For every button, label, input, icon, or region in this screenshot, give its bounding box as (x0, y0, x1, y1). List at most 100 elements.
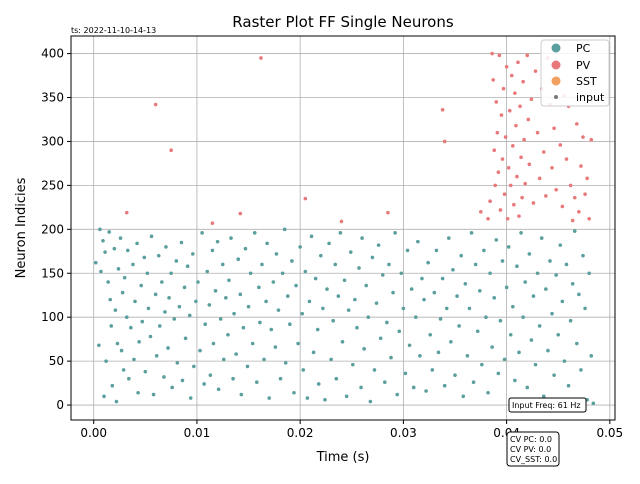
pc-spike-point (397, 329, 402, 334)
pv-spike-point (303, 196, 308, 201)
pc-spike-point (436, 350, 441, 355)
pc-spike-point (403, 371, 408, 376)
pc-spike-point (97, 343, 101, 348)
pc-spike-point (307, 299, 312, 304)
x-tick-label: 0.00 (80, 426, 107, 440)
pc-spike-point (422, 297, 426, 302)
pc-spike-point (418, 354, 422, 358)
pc-spike-point (153, 292, 158, 297)
pc-spike-point (378, 336, 383, 341)
pc-spike-point (331, 318, 335, 323)
pc-spike-point (351, 362, 355, 367)
pc-spike-point (336, 294, 341, 298)
pc-spike-point (506, 245, 511, 249)
pv-spike-point (509, 73, 514, 78)
pv-spike-point (525, 53, 530, 58)
pc-spike-point (211, 341, 216, 346)
input-freq-text: Input Freq: 61 Hz (512, 401, 581, 410)
legend-pc-marker (551, 43, 561, 53)
pc-spike-point (560, 299, 565, 304)
pc-spike-point (570, 281, 575, 286)
input-freq-annotation: Input Freq: 61 Hz (508, 397, 587, 413)
pc-spike-point (568, 318, 573, 323)
pv-spike-point (498, 208, 503, 212)
pc-spike-point (99, 269, 103, 274)
pc-spike-point (389, 355, 393, 360)
pc-spike-point (232, 311, 236, 316)
pc-spike-point (248, 271, 253, 276)
pc-spike-point (447, 236, 451, 240)
pc-spike-point (194, 299, 198, 304)
legend-box (540, 39, 610, 107)
pc-spike-point (255, 380, 259, 385)
pc-spike-point (401, 306, 406, 311)
pc-spike-point (469, 231, 474, 235)
pc-spike-point (319, 253, 323, 258)
timestamp-label: ts: 2022-11-10-14-13 (71, 26, 156, 35)
pc-spike-point (120, 290, 125, 295)
pc-spike-point (151, 392, 156, 397)
pc-spike-point (325, 287, 329, 291)
pc-spike-point (385, 320, 389, 325)
pc-spike-point (463, 281, 468, 286)
pc-spike-point (511, 304, 515, 309)
legend-sst-marker (551, 76, 561, 86)
pc-spike-point (405, 248, 410, 253)
pc-spike-point (346, 308, 351, 312)
pc-spike-point (267, 396, 271, 400)
legend-pv-label: PV (576, 59, 591, 72)
pc-spike-point (226, 332, 230, 337)
cv-pc-text: CV PC: 0.0 (510, 435, 552, 444)
pc-spike-point (142, 255, 147, 260)
pc-spike-point (575, 341, 579, 346)
pv-spike-point (169, 148, 173, 153)
pv-spike-point (552, 126, 556, 131)
pc-spike-point (125, 248, 130, 253)
x-axis-ticks: 0.00 0.01 0.02 0.03 0.04 0.05 (80, 420, 623, 440)
pc-spike-point (180, 378, 185, 383)
pc-spike-point (108, 297, 113, 302)
pv-spike-point (502, 192, 507, 196)
pc-spike-point (301, 368, 306, 372)
pc-spike-point (564, 262, 569, 267)
legend-input-marker (554, 95, 558, 99)
pv-spike-point (499, 113, 504, 117)
pc-spike-point (490, 345, 494, 349)
pc-spike-point (370, 255, 375, 260)
pc-spike-point (323, 397, 327, 402)
pc-spike-point (480, 362, 484, 367)
pv-spike-point (554, 187, 558, 192)
pc-spike-point (218, 317, 223, 321)
pc-spike-point (149, 234, 154, 239)
pv-spike-point (570, 218, 575, 223)
pc-spike-point (118, 236, 123, 240)
pc-spike-point (93, 260, 98, 265)
pv-spike-point (544, 194, 548, 198)
legend-input-label: input (576, 91, 605, 104)
legend-sst-label: SST (576, 75, 597, 88)
pc-spike-point (187, 313, 192, 318)
pc-spike-point (101, 238, 105, 243)
pc-spike-point (238, 292, 243, 297)
pc-spike-point (449, 339, 453, 344)
pc-spike-point (329, 357, 333, 362)
pc-spike-point (477, 289, 482, 293)
x-tick-label: 0.03 (390, 426, 417, 440)
pc-spike-point (527, 252, 532, 256)
pc-spike-point (432, 290, 437, 295)
pc-spike-point (269, 327, 274, 332)
pc-spike-point (231, 376, 235, 381)
pc-spike-point (296, 341, 300, 346)
pc-spike-point (383, 380, 387, 385)
pc-spike-point (224, 296, 228, 300)
pc-spike-point (236, 257, 241, 261)
pc-spike-point (192, 364, 196, 369)
pc-spike-point (374, 301, 379, 305)
pv-spike-point (440, 108, 445, 112)
pc-spike-point (170, 385, 174, 390)
pc-spike-point (145, 271, 150, 276)
pv-spike-point (519, 155, 523, 160)
pc-spike-point (285, 294, 290, 298)
pv-spike-point (531, 201, 536, 205)
pc-spike-point (535, 271, 540, 276)
